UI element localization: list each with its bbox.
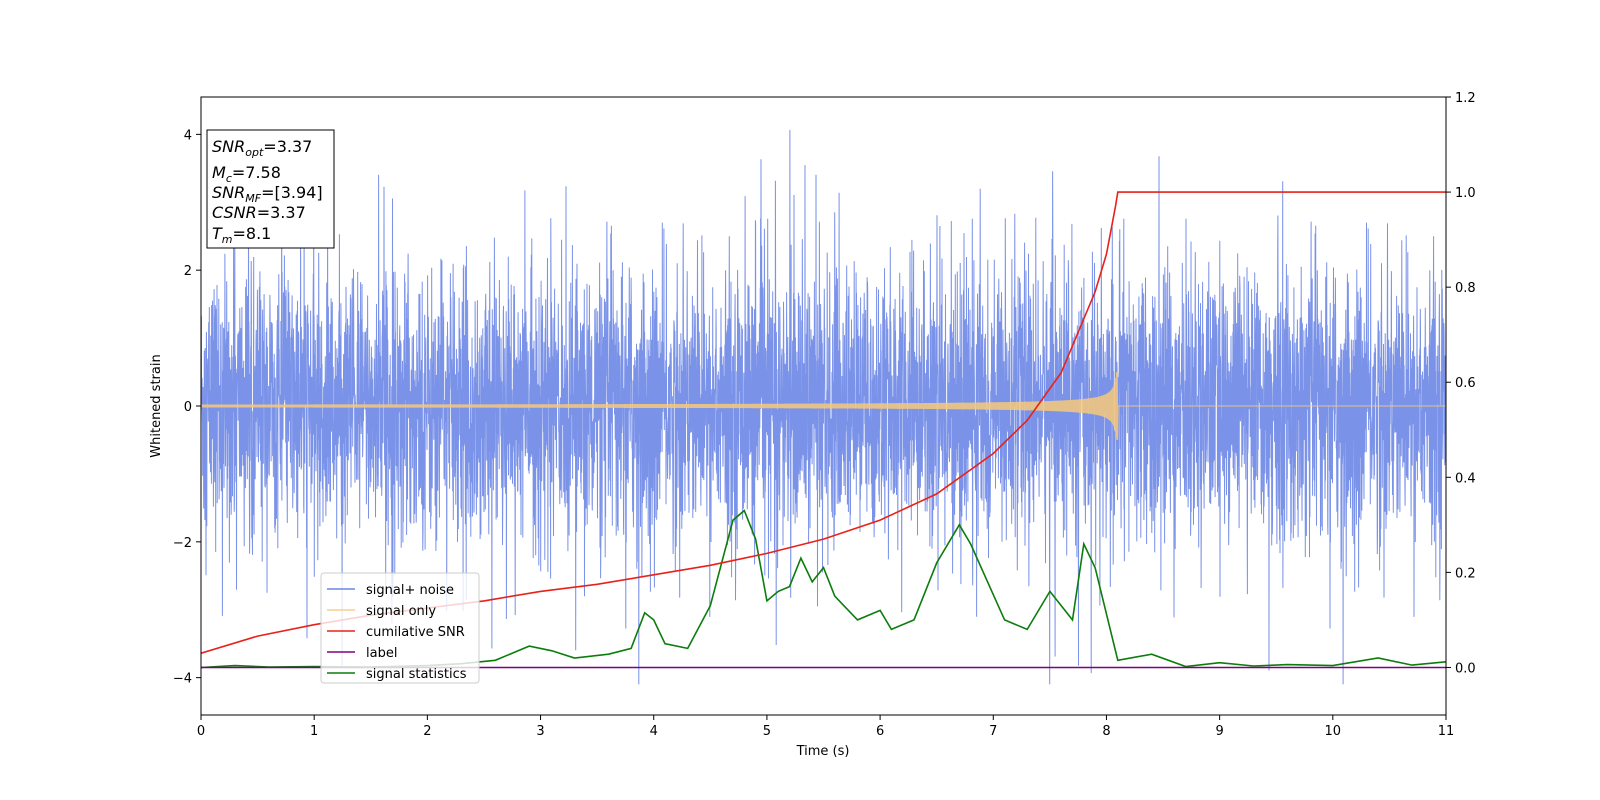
y-tick-label: 0 <box>184 400 192 415</box>
legend-entry-label: label <box>327 646 397 661</box>
info-csnr: CSNR=3.37 <box>212 203 306 222</box>
y-axis-ticks: −4 −2 0 2 4 <box>173 128 201 687</box>
info-csnr-symbol: CSNR <box>212 203 257 222</box>
info-tm-symbol: T <box>212 224 223 243</box>
legend-entry-signal-noise: signal+ noise <box>327 583 454 598</box>
x-tick-label: 10 <box>1325 724 1342 739</box>
legend-entry-cumulative-snr: cumilative SNR <box>327 625 465 640</box>
info-snr-mf-sub: MF <box>245 192 261 205</box>
legend-entry-signal-only: signal only <box>327 604 436 619</box>
x-tick-label: 0 <box>197 724 205 739</box>
y2-tick-label: 1.0 <box>1455 186 1476 201</box>
y2-tick-label: 0.0 <box>1455 661 1476 676</box>
x-tick-label: 7 <box>989 724 997 739</box>
x-tick-label: 8 <box>1102 724 1110 739</box>
info-mc-value: =7.58 <box>232 163 281 182</box>
legend-label: signal statistics <box>366 667 467 682</box>
info-snr-opt-symbol: SNR <box>212 137 245 156</box>
y2-axis-ticks: 0.0 0.2 0.4 0.6 0.8 1.0 1.2 <box>1446 91 1476 676</box>
y2-tick-label: 0.8 <box>1455 281 1476 296</box>
info-snr-opt-value: =3.37 <box>263 137 312 156</box>
y-axis-label: Whitened strain <box>149 354 164 457</box>
info-box-frame <box>206 129 335 249</box>
info-snr-mf: SNRMF=[3.94] <box>212 183 323 205</box>
x-tick-label: 4 <box>650 724 658 739</box>
y-tick-label: 2 <box>184 264 192 279</box>
y-tick-label: −2 <box>173 536 192 551</box>
x-tick-label: 11 <box>1438 724 1455 739</box>
info-mc-symbol: M <box>212 163 226 182</box>
legend-label: signal only <box>366 604 436 619</box>
x-tick-label: 1 <box>310 724 318 739</box>
x-axis-ticks: 0 1 2 3 4 5 6 7 8 9 10 11 <box>197 715 1454 739</box>
info-snr-mf-symbol: SNR <box>212 183 245 202</box>
info-mc: Mc=7.58 <box>212 163 281 185</box>
x-tick-label: 3 <box>536 724 544 739</box>
y2-tick-label: 1.2 <box>1455 91 1476 106</box>
info-tm: Tm=8.1 <box>212 224 271 246</box>
legend-label: signal+ noise <box>366 583 454 598</box>
series-signal-statistics-line <box>201 509 1446 669</box>
info-csnr-value: =3.37 <box>257 203 306 222</box>
info-snr-opt-sub: opt <box>245 146 264 159</box>
x-tick-label: 9 <box>1215 724 1223 739</box>
x-tick-label: 5 <box>763 724 771 739</box>
x-tick-label: 6 <box>876 724 884 739</box>
series-signal-only-line <box>201 371 1446 441</box>
y-tick-label: −4 <box>173 672 192 687</box>
series-signal-noise-line <box>201 129 1446 685</box>
x-tick-label: 2 <box>423 724 431 739</box>
info-tm-sub: m <box>222 233 233 246</box>
info-mc-sub: c <box>226 172 232 185</box>
y-tick-label: 4 <box>184 128 192 143</box>
legend-label: cumilative SNR <box>366 625 465 640</box>
legend: signal+ noise signal only cumilative SNR la… <box>320 572 480 684</box>
legend-label: label <box>366 646 397 661</box>
info-tm-value: =8.1 <box>233 224 272 243</box>
legend-frame <box>320 572 480 684</box>
x-axis-label: Time (s) <box>796 744 850 759</box>
info-box: SNRopt=3.37 Mc=7.58 SNRMF=[3.94] CSNR=3.… <box>206 129 335 249</box>
info-snr-mf-value: =[3.94] <box>261 183 323 202</box>
legend-entry-signal-statistics: signal statistics <box>327 667 467 682</box>
y2-tick-label: 0.6 <box>1455 376 1476 391</box>
y2-tick-label: 0.2 <box>1455 566 1476 581</box>
info-snr-opt: SNRopt=3.37 <box>212 137 312 159</box>
y2-tick-label: 0.4 <box>1455 471 1476 486</box>
